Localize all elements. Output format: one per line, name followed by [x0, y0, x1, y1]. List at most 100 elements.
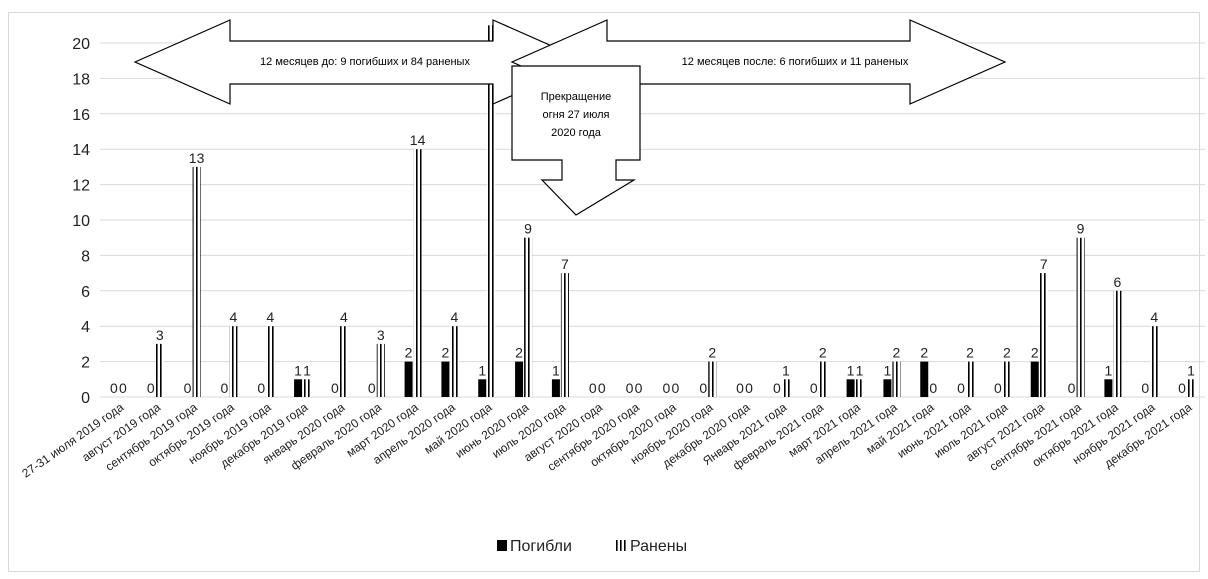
data-label-killed: 0 — [331, 380, 339, 396]
right-arrow-label: 12 месяцев после: 6 погибших и 11 ранены… — [682, 56, 909, 68]
bar-killed — [294, 379, 303, 397]
legend-killed-swatch — [497, 540, 507, 551]
ceasefire-callout — [511, 65, 641, 216]
data-label-killed: 2 — [405, 345, 413, 361]
data-label-killed: 1 — [1105, 362, 1113, 378]
bar-wounded — [818, 361, 827, 397]
bar-wounded — [1039, 273, 1048, 397]
data-label-killed: 0 — [368, 380, 376, 396]
data-label-wounded: 9 — [1077, 221, 1085, 237]
ceasefire-label-line: 2020 года — [551, 127, 602, 139]
y-tick-label: 6 — [81, 284, 90, 301]
data-label-wounded: 0 — [119, 380, 127, 396]
y-tick-label: 20 — [72, 36, 90, 53]
data-label-wounded: 2 — [1003, 345, 1011, 361]
data-label-killed: 0 — [663, 380, 671, 396]
data-label-killed: 0 — [1178, 380, 1186, 396]
data-label-killed: 1 — [552, 362, 560, 378]
bar-wounded — [155, 343, 164, 397]
data-label-wounded: 4 — [230, 309, 238, 325]
data-label-wounded: 2 — [966, 345, 974, 361]
data-label-killed: 1 — [294, 362, 302, 378]
data-label-killed: 0 — [147, 380, 155, 396]
data-label-wounded: 3 — [156, 327, 164, 343]
data-label-killed: 2 — [515, 345, 523, 361]
data-label-wounded: 0 — [745, 380, 753, 396]
bar-killed — [515, 361, 524, 397]
data-label-killed: 0 — [994, 380, 1002, 396]
bar-killed — [478, 379, 487, 397]
data-label-wounded: 9 — [524, 221, 532, 237]
bar-wounded — [303, 379, 312, 397]
data-label-wounded: 7 — [561, 256, 569, 272]
bar-wounded — [1076, 237, 1085, 397]
data-label-wounded: 1 — [782, 362, 790, 378]
ceasefire-label-line: Прекращение — [541, 91, 612, 103]
legend-wounded-swatch — [616, 540, 626, 551]
data-label-killed: 0 — [589, 380, 597, 396]
legend-wounded-label: Ранены — [630, 538, 687, 555]
bar-killed — [551, 379, 560, 397]
bar-killed — [1030, 361, 1039, 397]
bar-wounded — [192, 166, 201, 397]
data-label-killed: 0 — [221, 380, 229, 396]
data-label-killed: 0 — [699, 380, 707, 396]
bar-wounded — [892, 361, 901, 397]
bar-killed — [920, 361, 929, 397]
data-label-wounded: 6 — [1114, 274, 1122, 290]
bar-wounded — [1002, 361, 1011, 397]
bar-wounded — [560, 273, 569, 397]
y-tick-label: 4 — [81, 319, 90, 336]
data-label-killed: 1 — [478, 362, 486, 378]
bar-killed — [404, 361, 413, 397]
data-label-wounded: 1 — [1187, 362, 1195, 378]
data-label-wounded: 0 — [598, 380, 606, 396]
data-label-killed: 2 — [442, 345, 450, 361]
data-label-wounded: 4 — [451, 309, 459, 325]
data-label-wounded: 0 — [929, 380, 937, 396]
chart-frame — [8, 12, 1200, 572]
y-tick-label: 10 — [72, 213, 90, 230]
data-label-killed: 0 — [110, 380, 118, 396]
y-tick-label: 18 — [72, 71, 90, 88]
data-label-killed: 0 — [810, 380, 818, 396]
bar-wounded — [524, 237, 533, 397]
data-label-wounded: 4 — [1150, 309, 1158, 325]
data-label-wounded: 1 — [303, 362, 311, 378]
data-label-wounded: 2 — [819, 345, 827, 361]
bar-wounded — [229, 326, 238, 397]
bar-wounded — [1150, 326, 1159, 397]
left-arrow-label: 12 месяцев до: 9 погибших и 84 раненых — [260, 56, 470, 68]
bar-killed — [846, 379, 855, 397]
y-tick-label: 12 — [72, 178, 90, 195]
bar-killed — [441, 361, 450, 397]
bar-wounded — [1113, 290, 1122, 397]
data-label-killed: 0 — [184, 380, 192, 396]
data-label-wounded: 7 — [1040, 256, 1048, 272]
bar-killed — [1104, 379, 1113, 397]
bar-wounded — [781, 379, 790, 397]
bar-wounded — [487, 25, 496, 398]
data-label-killed: 1 — [884, 362, 892, 378]
data-label-killed: 0 — [626, 380, 634, 396]
data-label-killed: 0 — [1141, 380, 1149, 396]
y-tick-label: 14 — [72, 142, 90, 159]
bar-killed — [883, 379, 892, 397]
legend-killed-label: Погибли — [510, 538, 572, 555]
data-label-killed: 2 — [920, 345, 928, 361]
bar-wounded — [966, 361, 975, 397]
bar-wounded — [339, 326, 348, 397]
bar-wounded — [708, 361, 717, 397]
data-label-killed: 0 — [257, 380, 265, 396]
bar-wounded — [376, 343, 385, 397]
data-label-killed: 2 — [1031, 345, 1039, 361]
data-label-wounded: 1 — [856, 362, 864, 378]
data-label-wounded: 2 — [708, 345, 716, 361]
ceasefire-label-line: огня 27 июля — [542, 109, 609, 121]
data-label-wounded: 4 — [266, 309, 274, 325]
y-tick-label: 2 — [81, 355, 90, 372]
y-tick-label: 0 — [81, 390, 90, 407]
data-label-killed: 0 — [957, 380, 965, 396]
data-label-wounded: 4 — [340, 309, 348, 325]
